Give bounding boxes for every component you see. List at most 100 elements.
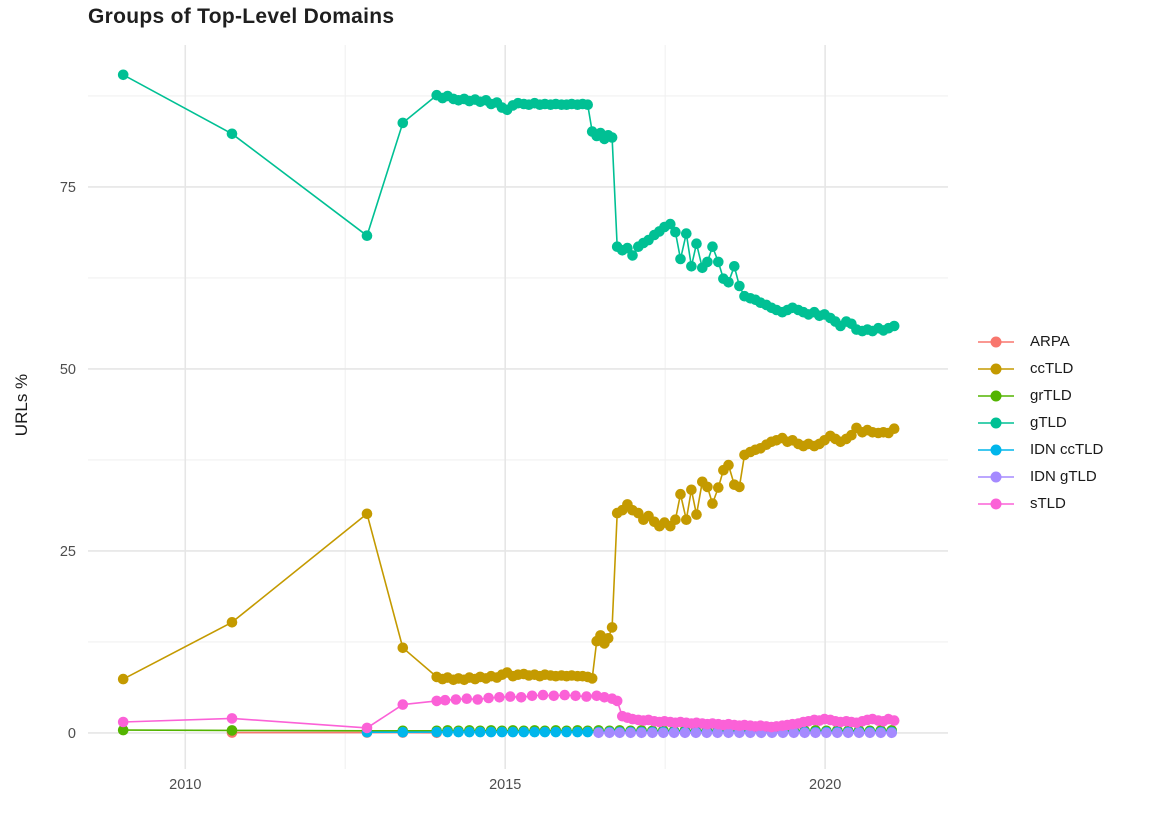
y-tick-label: 50: [60, 362, 76, 378]
series-point-gtld: [397, 117, 409, 129]
y-tick-label: 75: [60, 180, 76, 196]
series-point-idn-gtld: [712, 727, 723, 739]
series-point-cctld: [713, 482, 724, 493]
series-point-idn-cctld: [507, 726, 519, 738]
series-point-grtld: [226, 725, 238, 736]
series-point-grtld: [117, 724, 129, 736]
y-tick-label: 0: [68, 726, 76, 742]
series-point-idn-cctld: [582, 726, 593, 738]
x-tick-label: 2010: [169, 777, 201, 793]
series-point-stld: [361, 722, 373, 734]
series-point-idn-gtld: [701, 727, 713, 739]
series-point-stld: [431, 695, 443, 707]
legend-label-idn-cctld: IDN ccTLD: [1030, 441, 1104, 458]
series-point-idn-gtld: [593, 727, 604, 739]
series-point-idn-gtld: [647, 727, 658, 739]
series-point-idn-cctld: [431, 726, 443, 738]
series-point-cctld: [226, 617, 238, 628]
legend-label-arpa: ARPA: [1030, 333, 1070, 350]
series-point-idn-gtld: [788, 727, 800, 739]
legend-label-cctld: ccTLD: [1030, 360, 1074, 377]
series-point-idn-cctld: [453, 726, 464, 738]
legend-key-icon-idn-cctld: [978, 444, 1014, 456]
series-point-cctld: [117, 673, 129, 685]
series-point-cctld: [888, 423, 900, 435]
series-point-gtld: [888, 320, 900, 332]
series-point-idn-gtld: [625, 727, 636, 739]
series-point-stld: [472, 694, 484, 705]
legend-key-icon-arpa: [978, 336, 1014, 348]
series-point-idn-gtld: [658, 727, 669, 739]
y-tick-label: 25: [60, 544, 76, 560]
x-tick-label: 2015: [489, 777, 521, 793]
series-point-cctld: [686, 484, 697, 496]
series-point-cctld: [397, 642, 409, 654]
series-point-cctld: [734, 481, 745, 493]
series-point-gtld: [665, 218, 676, 230]
series-point-gtld: [691, 238, 702, 249]
legend-item-stld: sTLD: [978, 490, 1103, 517]
series-point-gtld: [627, 250, 638, 261]
legend-item-gtld: gTLD: [978, 409, 1103, 436]
legend-key-icon-stld: [978, 498, 1014, 510]
series-point-cctld: [691, 509, 702, 520]
series-point-gtld: [361, 230, 373, 241]
series-point-idn-cctld: [485, 726, 497, 738]
series-point-cctld: [675, 488, 686, 500]
series-point-cctld: [681, 514, 692, 525]
series-point-idn-gtld: [799, 727, 810, 739]
legend-item-grtld: grTLD: [978, 382, 1103, 409]
series-point-stld: [570, 690, 581, 702]
series-point-idn-cctld: [442, 726, 453, 738]
legend-key-icon-idn-gtld: [978, 471, 1014, 483]
series-point-stld: [537, 689, 549, 701]
series-point-idn-gtld: [832, 727, 843, 739]
chart-title: Groups of Top-Level Domains: [88, 5, 395, 28]
series-point-gtld: [723, 277, 734, 288]
series-point-cctld: [670, 514, 681, 525]
series-point-stld: [581, 691, 592, 702]
series-point-idn-gtld: [636, 727, 647, 739]
legend-key-icon-gtld: [978, 417, 1014, 429]
series-point-gtld: [734, 280, 745, 292]
series-point-idn-gtld: [723, 727, 734, 739]
series-point-idn-gtld: [614, 727, 625, 739]
series-point-stld: [483, 692, 494, 704]
series-point-cctld: [707, 498, 718, 509]
legend-item-idn-cctld: IDN ccTLD: [978, 436, 1103, 463]
series-point-idn-gtld: [842, 727, 854, 739]
series-point-stld: [888, 715, 900, 726]
series-point-cctld: [723, 459, 734, 471]
series-point-stld: [611, 695, 623, 707]
series-point-stld: [450, 694, 462, 705]
series-point-gtld: [729, 261, 740, 272]
legend-item-arpa: ARPA: [978, 328, 1103, 355]
legend-label-grtld: grTLD: [1030, 387, 1072, 404]
series-point-idn-gtld: [810, 727, 821, 739]
series-point-cctld: [702, 481, 713, 493]
series-point-idn-cctld: [474, 726, 486, 738]
legend-label-stld: sTLD: [1030, 495, 1066, 512]
legend-label-gtld: gTLD: [1030, 414, 1067, 431]
series-point-gtld: [675, 253, 686, 265]
series-point-idn-gtld: [604, 727, 615, 739]
series-point-stld: [397, 699, 409, 710]
series-point-idn-cctld: [518, 726, 530, 738]
series-point-idn-gtld: [853, 727, 865, 739]
series-point-idn-gtld: [886, 727, 897, 739]
series-point-idn-gtld: [821, 727, 832, 739]
series-point-stld: [559, 689, 570, 701]
legend-item-idn-gtld: IDN gTLD: [978, 463, 1103, 490]
series-point-idn-gtld: [864, 727, 876, 739]
series-point-cctld: [606, 622, 618, 633]
series-point-stld: [117, 716, 129, 728]
series-point-gtld: [707, 241, 718, 252]
series-point-stld: [505, 691, 516, 702]
series-point-cctld: [602, 633, 614, 644]
series-point-gtld: [681, 228, 692, 239]
series-point-gtld: [117, 69, 129, 81]
series-point-stld: [515, 692, 527, 703]
series-point-gtld: [606, 132, 618, 143]
